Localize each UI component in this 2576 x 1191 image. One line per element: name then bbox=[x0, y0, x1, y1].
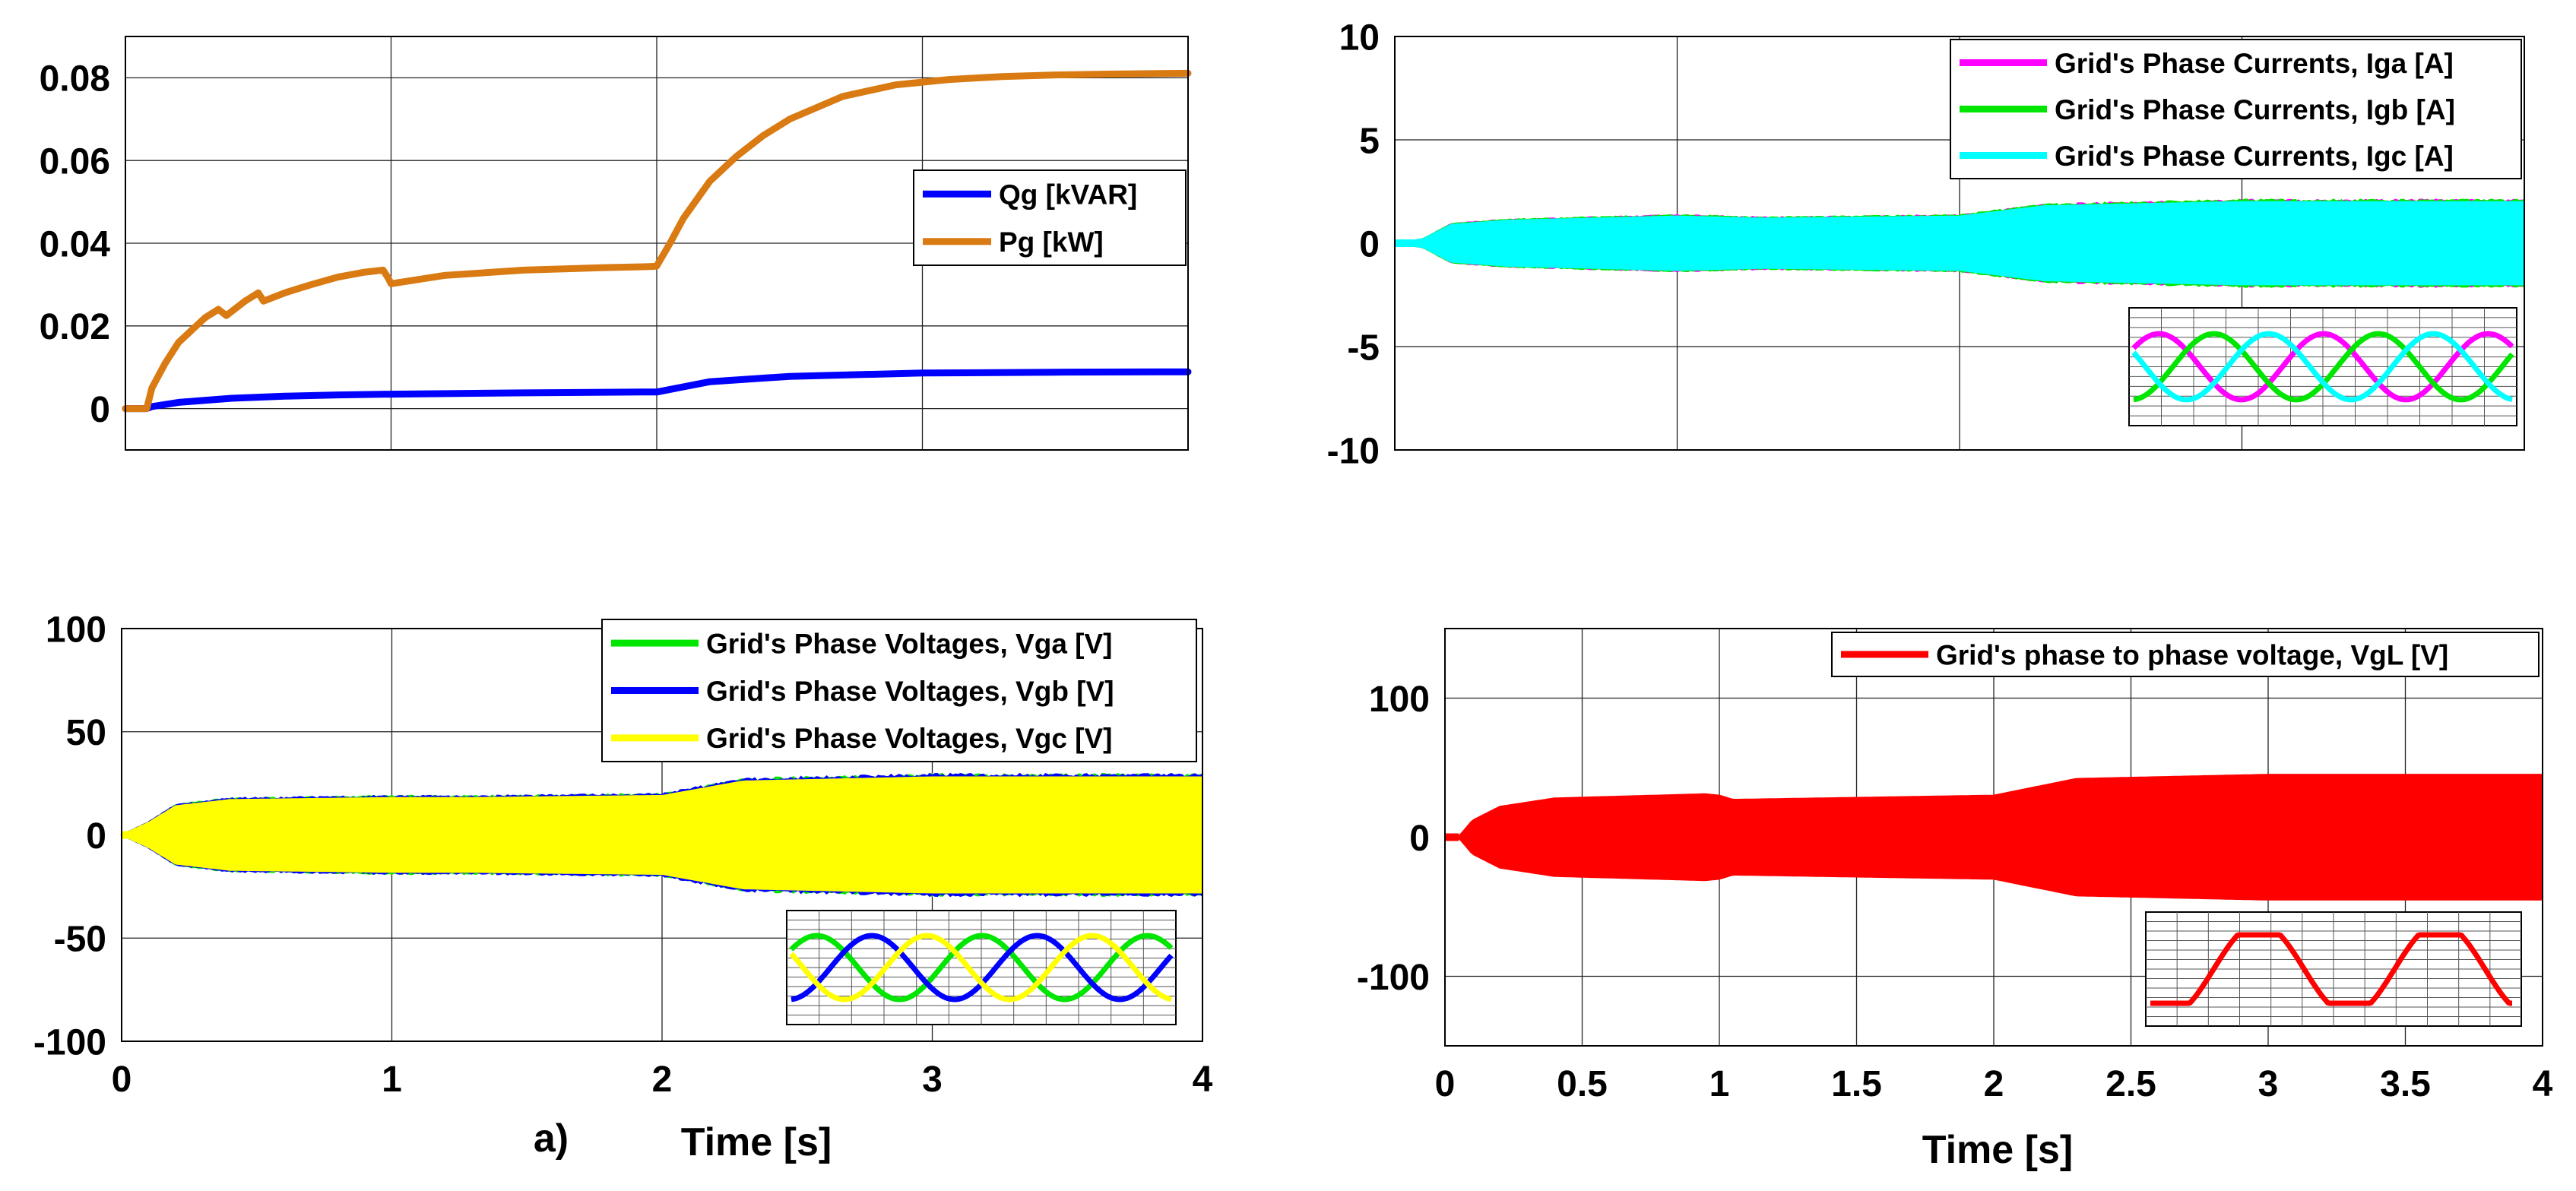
voltages-legend: Grid's Phase Voltages, Vga [V] Grid's Pha… bbox=[601, 619, 1197, 762]
power-axes-frame bbox=[125, 36, 1189, 451]
line_voltage-legend-box bbox=[1831, 632, 2540, 677]
line_voltage-xtick-label: 1 bbox=[1709, 1064, 1730, 1104]
line_voltage-xtick-label: 3.5 bbox=[2380, 1064, 2431, 1104]
line_voltage-inset-wave bbox=[2150, 932, 2512, 1006]
power-ytick-label: 0 bbox=[90, 390, 110, 430]
currents-legend: Grid's Phase Currents, Iga [A] Grid's Pha… bbox=[1950, 39, 2522, 179]
power-ytick-label: 0.08 bbox=[40, 59, 110, 100]
voltages-xtick-label: 2 bbox=[652, 1060, 673, 1100]
currents-ytick-label: 10 bbox=[1339, 17, 1380, 58]
power-series-0 bbox=[122, 368, 1192, 413]
power-ytick-label: 0.06 bbox=[40, 141, 110, 182]
voltages-inset bbox=[786, 910, 1177, 1025]
line_voltage-xtick-label: 1.5 bbox=[1831, 1064, 1882, 1104]
power-ytick-label: 0.02 bbox=[40, 307, 110, 347]
voltages-chart: -100 -50 0 50 100 0 1 2 3 4 Time [s] Grid's Phase … bbox=[33, 610, 1213, 1164]
figure-label: a) bbox=[534, 1117, 569, 1161]
line-voltage-inset bbox=[2145, 911, 2522, 1027]
currents-inset-wave-0 bbox=[2131, 331, 2514, 403]
currents-series bbox=[1394, 198, 2525, 289]
voltages-inset-wave-0 bbox=[789, 933, 1174, 1003]
currents-tick-labels: -10 -5 0 5 10 bbox=[1327, 17, 1380, 471]
power-ytick-label: 0.04 bbox=[40, 224, 111, 264]
line-voltage-chart: -100 0 100 0 0.5 1 1.5 2 2.5 3 3.5 4 Time [s] Grid's… bbox=[1357, 628, 2553, 1172]
voltages-ytick-label: -50 bbox=[54, 920, 106, 960]
line_voltage-x-axis-label: Time [s] bbox=[1922, 1128, 2073, 1172]
voltages-ytick-label: 100 bbox=[46, 610, 106, 650]
voltages-xtick-label: 1 bbox=[382, 1060, 402, 1100]
voltages-legend-label-1: Grid's Phase Voltages, Vgb [V] bbox=[706, 676, 1114, 707]
line_voltage-ytick-label: 0 bbox=[1409, 819, 1430, 859]
currents-ytick-label: 0 bbox=[1359, 224, 1380, 264]
line-voltage-legend: Grid's phase to phase voltage, VgL [V] bbox=[1831, 632, 2540, 677]
power-series-1 bbox=[122, 69, 1192, 413]
currents-legend-label-2: Grid's Phase Currents, Igc [A] bbox=[2055, 141, 2454, 172]
line-voltage-axes-frame bbox=[1444, 628, 2543, 1047]
line_voltage-xtick-label: 3 bbox=[2258, 1064, 2279, 1104]
power-legend: Qg [kVAR] Pg [kW] bbox=[913, 169, 1187, 266]
voltages-x-axis-label: Time [s] bbox=[681, 1120, 832, 1164]
voltages-inset-wave-2 bbox=[789, 933, 1172, 1003]
voltages-legend-label-0: Grid's Phase Voltages, Vga [V] bbox=[706, 628, 1113, 659]
currents-ytick-label: -5 bbox=[1347, 328, 1380, 368]
currents-ytick-label: 5 bbox=[1359, 121, 1380, 161]
line_voltage-xtick-label: 2 bbox=[1984, 1064, 2004, 1104]
voltages-ytick-label: 50 bbox=[66, 713, 106, 753]
power-legend-box bbox=[913, 169, 1187, 266]
power-chart: 0 0.02 0.04 0.06 0.08 Qg [kVAR] Pg [kW] bbox=[40, 36, 1192, 451]
voltages-legend-box bbox=[601, 619, 1197, 762]
voltages-xtick-label: 4 bbox=[1193, 1060, 1213, 1100]
line_voltage-ytick-label: 100 bbox=[1369, 679, 1430, 720]
currents-chart: -10 -5 0 5 10 Grid's Phase Currents, Iga [A]… bbox=[1327, 17, 2525, 471]
currents-legend-label-1: Grid's Phase Currents, Igb [A] bbox=[2055, 94, 2455, 125]
line-voltage-tick-labels: -100 0 100 0 0.5 1 1.5 2 2.5 3 3.5 4 Time [s] bbox=[1357, 679, 2553, 1172]
voltages-xtick-label: 0 bbox=[112, 1060, 132, 1100]
line_voltage-xtick-label: 4 bbox=[2533, 1064, 2553, 1104]
voltages-xtick-label: 3 bbox=[922, 1060, 943, 1100]
voltages-ytick-label: -100 bbox=[33, 1022, 106, 1063]
currents-inset-wave-2 bbox=[2131, 331, 2513, 403]
power-tick-labels: 0 0.02 0.04 0.06 0.08 bbox=[40, 59, 111, 430]
voltages-legend-label-2: Grid's Phase Voltages, Vgc [V] bbox=[706, 723, 1113, 754]
power-legend-label-0: Qg [kVAR] bbox=[999, 179, 1137, 211]
currents-ytick-label: -10 bbox=[1327, 431, 1380, 471]
voltages-ytick-label: 0 bbox=[86, 816, 106, 857]
line_voltage-legend-label-0: Grid's phase to phase voltage, VgL [V] bbox=[1936, 639, 2448, 670]
currents-legend-label-0: Grid's Phase Currents, Iga [A] bbox=[2055, 48, 2454, 79]
line_voltage-xtick-label: 2.5 bbox=[2105, 1064, 2156, 1104]
power-legend-label-1: Pg [kW] bbox=[999, 226, 1104, 258]
line_voltage-xtick-label: 0.5 bbox=[1557, 1064, 1608, 1104]
currents-axes-frame bbox=[1394, 36, 2525, 451]
currents-inset bbox=[2128, 307, 2517, 426]
line_voltage-xtick-label: 0 bbox=[1435, 1064, 1456, 1104]
voltages-tick-labels: -100 -50 0 50 100 0 1 2 3 4 Time [s] bbox=[33, 610, 1213, 1164]
power-series bbox=[122, 69, 1192, 413]
line_voltage-ytick-label: -100 bbox=[1357, 958, 1430, 998]
